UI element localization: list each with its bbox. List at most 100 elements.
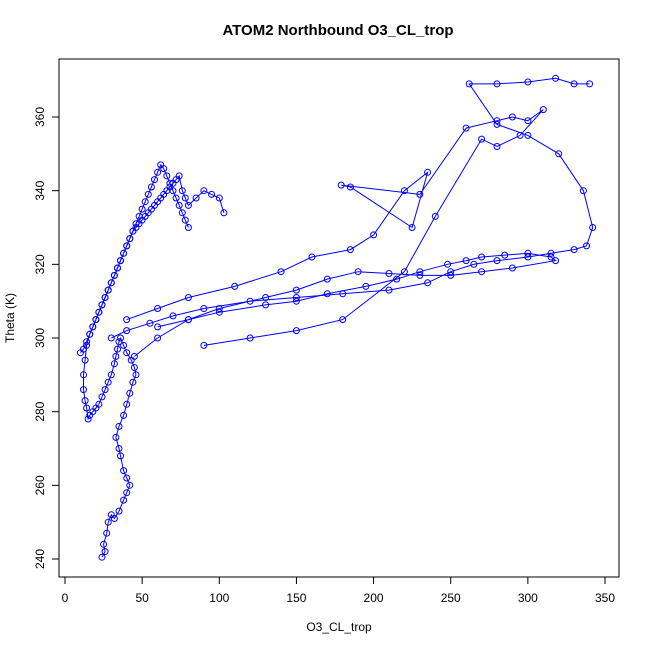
- series-points: [76, 74, 597, 561]
- data-point: [570, 246, 578, 254]
- data-point: [462, 124, 470, 132]
- series-line: [134, 252, 557, 357]
- data-point: [493, 117, 501, 125]
- data-point: [493, 257, 501, 265]
- data-point: [117, 334, 124, 342]
- data-point: [141, 198, 149, 206]
- data-point: [154, 305, 162, 312]
- data-point: [200, 341, 208, 349]
- x-tick-label: 50: [135, 591, 149, 605]
- data-point: [80, 371, 87, 379]
- data-point: [172, 194, 180, 202]
- data-point: [110, 360, 118, 368]
- data-point: [200, 305, 208, 312]
- data-point: [123, 400, 131, 408]
- data-point: [129, 227, 137, 235]
- data-point: [362, 282, 370, 290]
- data-point: [493, 120, 501, 128]
- data-point: [123, 349, 131, 357]
- data-point: [400, 187, 408, 195]
- y-tick-label: 300: [33, 328, 47, 348]
- data-point: [107, 334, 115, 342]
- data-point: [83, 404, 91, 412]
- x-tick-label: 100: [209, 591, 229, 605]
- data-point: [547, 249, 555, 257]
- data-point: [112, 433, 120, 441]
- data-point: [220, 209, 228, 217]
- data-point: [323, 290, 331, 298]
- data-point: [246, 297, 254, 305]
- data-point: [208, 190, 216, 198]
- data-point: [501, 251, 509, 259]
- data-point: [120, 496, 128, 504]
- x-tick-label: 0: [62, 591, 69, 605]
- data-point: [114, 264, 121, 272]
- data-point: [84, 415, 92, 423]
- y-axis-label: Theta (K): [3, 293, 17, 343]
- data-point: [354, 268, 362, 276]
- data-point: [129, 378, 137, 386]
- data-point: [408, 224, 416, 231]
- data-point: [539, 106, 547, 114]
- data-point: [126, 235, 134, 243]
- x-tick-label: 350: [595, 591, 615, 605]
- data-point: [184, 201, 192, 209]
- data-point: [184, 224, 192, 231]
- data-point: [508, 113, 516, 121]
- data-point: [416, 268, 424, 276]
- data-point: [104, 286, 112, 294]
- data-point: [163, 172, 171, 180]
- data-point: [524, 249, 532, 257]
- data-point: [98, 553, 106, 561]
- series-lines: [80, 77, 594, 558]
- data-point: [115, 507, 123, 515]
- data-point: [135, 212, 143, 220]
- data-point: [400, 268, 408, 276]
- data-point: [508, 264, 516, 272]
- x-tick-label: 200: [364, 591, 384, 605]
- data-point: [146, 319, 154, 327]
- data-point: [178, 209, 186, 217]
- data-point: [478, 135, 486, 143]
- data-point: [80, 386, 87, 394]
- data-point: [493, 143, 501, 150]
- data-point: [120, 249, 128, 257]
- data-point: [126, 389, 134, 397]
- data-point: [103, 529, 111, 537]
- data-point: [231, 282, 239, 290]
- data-point: [144, 190, 152, 198]
- y-tick-label: 280: [33, 401, 47, 421]
- data-point: [104, 378, 112, 386]
- data-point: [98, 393, 106, 401]
- data-point: [478, 253, 486, 261]
- data-point: [292, 297, 300, 305]
- data-point: [181, 194, 189, 202]
- data-point: [292, 327, 300, 335]
- data-point: [447, 271, 455, 279]
- data-point: [424, 279, 432, 287]
- data-point: [262, 301, 270, 309]
- data-point: [154, 323, 162, 331]
- data-point: [215, 194, 223, 202]
- data-point: [583, 242, 590, 250]
- data-point: [81, 397, 89, 405]
- data-point: [147, 183, 155, 191]
- data-point: [444, 260, 452, 268]
- data-point: [101, 548, 109, 556]
- data-point: [200, 187, 208, 195]
- y-tick-label: 240: [33, 549, 47, 569]
- data-point: [107, 371, 115, 379]
- data-point: [117, 452, 124, 460]
- data-point: [115, 338, 123, 346]
- data-point: [110, 515, 118, 522]
- y-tick-label: 360: [33, 107, 47, 127]
- data-point: [86, 411, 94, 419]
- data-point: [524, 131, 532, 139]
- series-line: [126, 109, 544, 346]
- data-point: [154, 334, 162, 342]
- data-point: [107, 279, 115, 287]
- data-point: [123, 242, 131, 250]
- data-point: [181, 216, 189, 224]
- data-point: [83, 338, 91, 346]
